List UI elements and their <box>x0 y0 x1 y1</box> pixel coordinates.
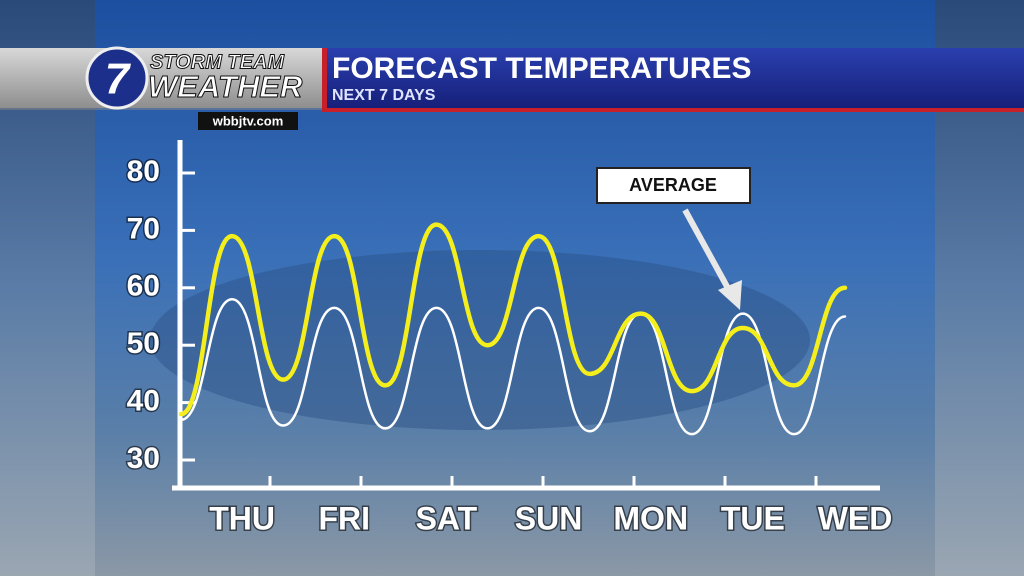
x-tick-label: THU <box>209 500 275 536</box>
title-underline <box>322 108 1024 112</box>
brand-bar <box>0 48 322 108</box>
x-axis-ticks <box>268 476 818 488</box>
series-line <box>179 298 847 436</box>
website: wbbjtv.com <box>212 113 284 128</box>
x-tick-label: MON <box>613 500 688 536</box>
x-tick-label: FRI <box>318 500 370 536</box>
brand-top: STORM TEAM <box>150 51 285 73</box>
logo-number: 7 <box>105 55 132 104</box>
title-bar <box>322 48 1024 108</box>
annotation-box <box>596 167 751 204</box>
y-tick-label: 40 <box>127 385 160 418</box>
brand-bottom: WEATHER <box>148 69 303 104</box>
series-line <box>178 222 848 417</box>
y-tick-label: 70 <box>127 212 160 245</box>
x-tick-label: TUE <box>721 500 785 536</box>
divider <box>322 48 327 108</box>
x-tick-label: WED <box>818 500 893 536</box>
chart-title: FORECAST TEMPERATURES <box>332 52 751 85</box>
annotation-arrow <box>682 208 733 294</box>
y-tick-label: 30 <box>127 442 160 475</box>
annotation-label: AVERAGE <box>629 175 717 195</box>
chart-subtitle: NEXT 7 DAYS <box>332 87 436 104</box>
y-tick-label: 50 <box>127 327 160 360</box>
x-tick-label: SAT <box>416 500 478 536</box>
y-tick-label: 80 <box>127 155 160 188</box>
website-tab <box>198 112 298 130</box>
x-tick-label: SUN <box>515 500 583 536</box>
annotation-arrowhead <box>718 280 742 310</box>
y-tick-label: 60 <box>127 270 160 303</box>
logo-circle <box>85 46 149 110</box>
